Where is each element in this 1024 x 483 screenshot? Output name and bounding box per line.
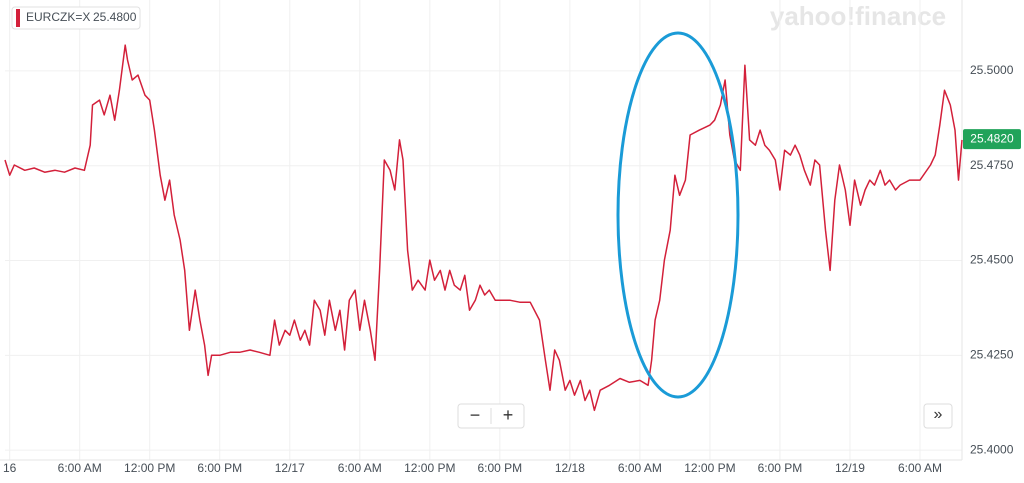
x-tick-label: 6:00 AM — [898, 461, 942, 475]
expand-button[interactable]: » — [934, 406, 943, 423]
y-tick-label: 25.4000 — [970, 442, 1014, 456]
legend-name: EURCZK=X — [26, 10, 90, 24]
x-tick-label: 6:00 PM — [197, 461, 242, 475]
price-tag-label: 25.4820 — [970, 131, 1014, 145]
x-tick-label: 12/17 — [275, 461, 305, 475]
zoom-in-button[interactable]: + — [503, 405, 514, 425]
x-tick-label: 12/18 — [555, 461, 585, 475]
expand-box — [923, 403, 953, 429]
x-tick-label: 12:00 PM — [124, 461, 175, 475]
x-tick-label: 6:00 AM — [338, 461, 382, 475]
zoom-controls: − + — [457, 403, 525, 429]
highlight-ellipse — [616, 31, 740, 399]
x-tick-label: 16 — [3, 461, 17, 475]
y-tick-label: 25.4750 — [970, 158, 1014, 172]
y-tick-label: 25.4500 — [970, 253, 1014, 267]
y-tick-label: 25.5000 — [970, 63, 1014, 77]
x-tick-label: 6:00 AM — [618, 461, 662, 475]
x-tick-label: 12:00 PM — [404, 461, 455, 475]
price-tag — [963, 129, 1021, 150]
logo: yahoo!finance — [770, 1, 946, 31]
x-tick-label: 12/19 — [835, 461, 865, 475]
x-tick-label: 12:00 PM — [684, 461, 735, 475]
legend-swatch — [16, 9, 20, 27]
legend: EURCZK=X 25.4800 — [11, 6, 141, 30]
legend-box — [11, 6, 141, 30]
x-tick-label: 6:00 AM — [58, 461, 102, 475]
legend-value: 25.4800 — [93, 10, 137, 24]
price-line — [4, 44, 963, 412]
zoom-out-button[interactable]: − — [470, 405, 481, 425]
x-tick-label: 6:00 PM — [758, 461, 803, 475]
x-tick-label: 6:00 PM — [477, 461, 522, 475]
y-tick-label: 25.4250 — [970, 348, 1014, 362]
